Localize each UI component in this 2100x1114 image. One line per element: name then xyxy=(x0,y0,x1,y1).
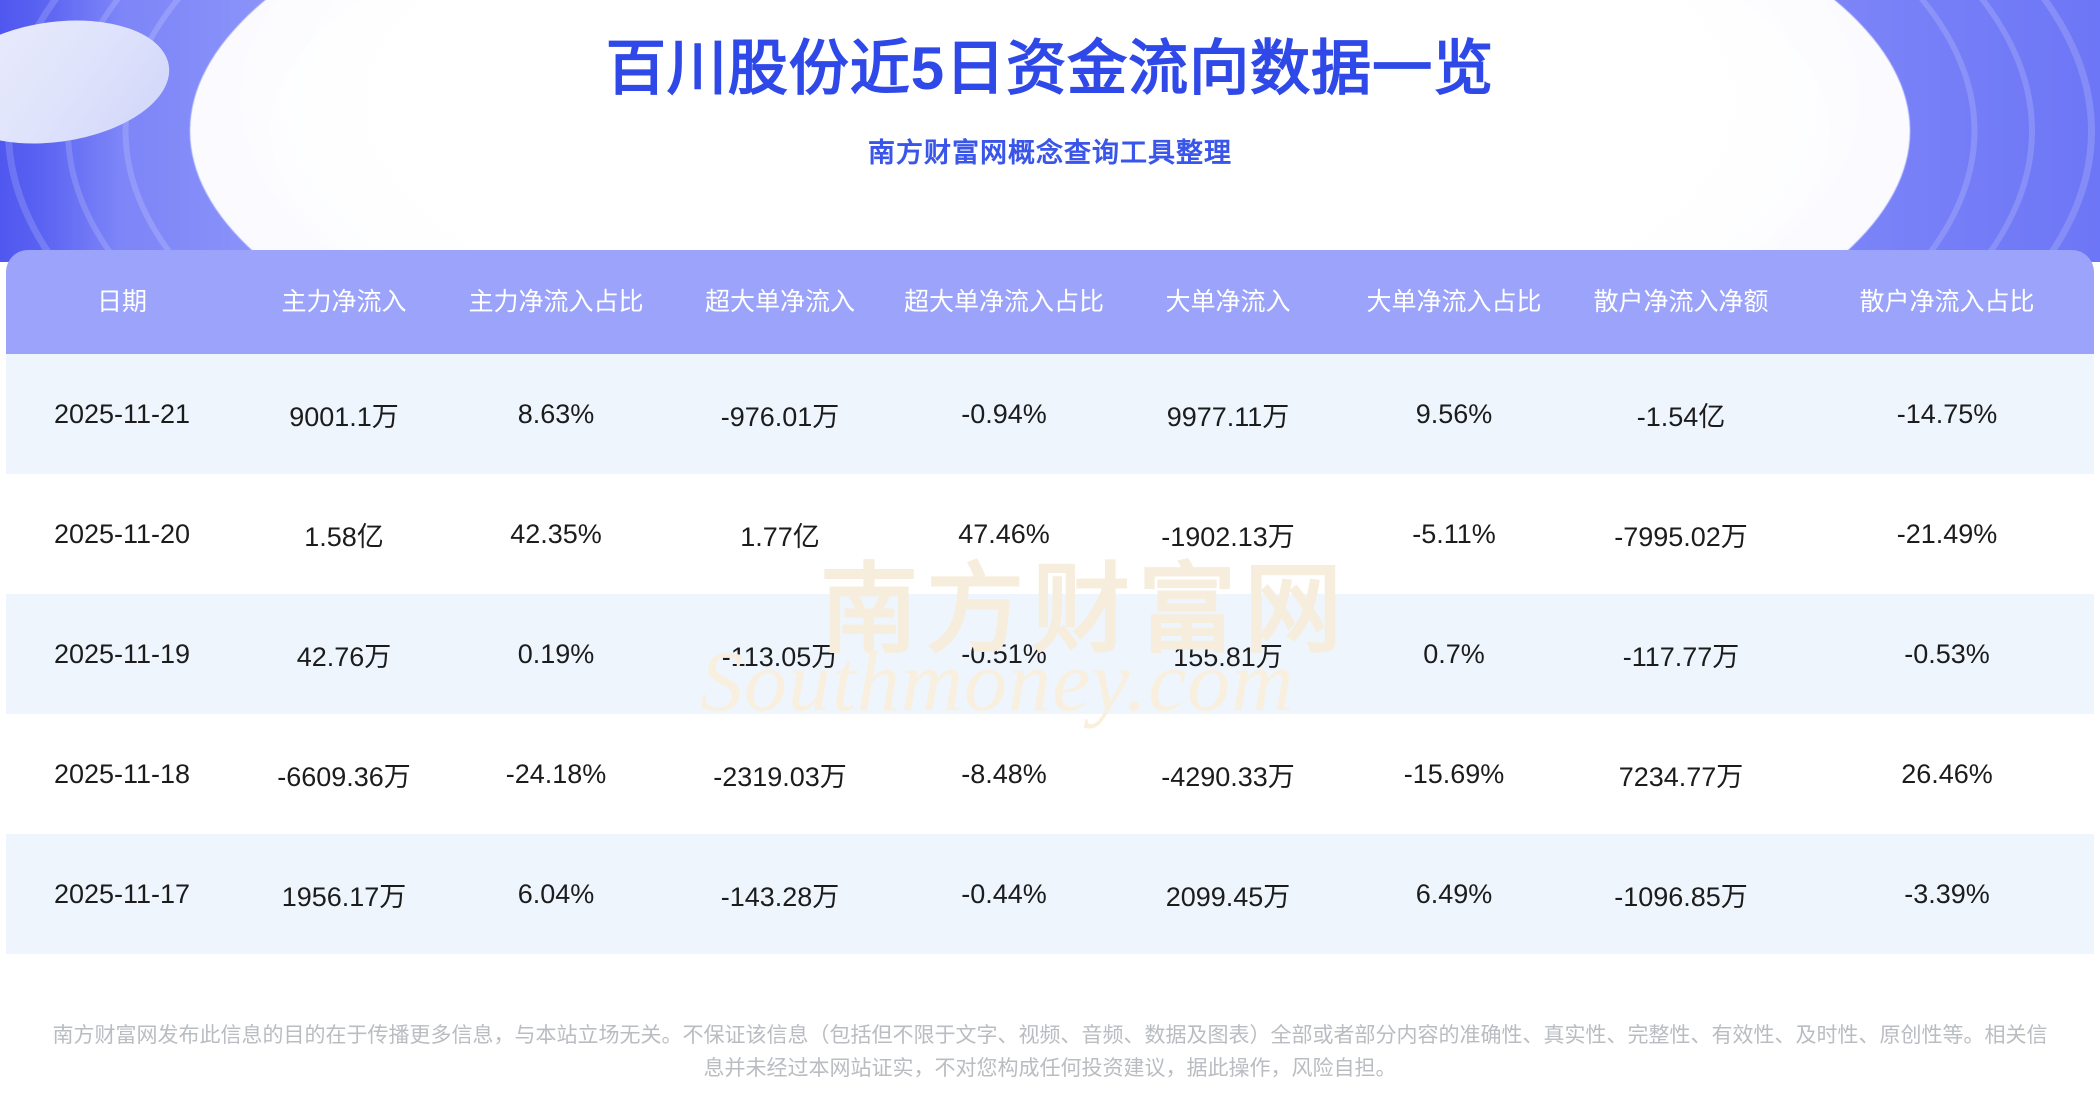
table-row: 2025-11-20 1.58亿 42.35% 1.77亿 47.46% -19… xyxy=(6,474,2094,594)
cell-main-pct: 8.63% xyxy=(450,354,662,474)
table-row: 2025-11-17 1956.17万 6.04% -143.28万 -0.44… xyxy=(6,834,2094,954)
cell-retail-pct: -0.53% xyxy=(1800,594,2094,714)
table-header-row: 日期 主力净流入 主力净流入占比 超大单净流入 超大单净流入占比 大单净流入 大… xyxy=(6,250,2094,354)
cell-main-pct: -24.18% xyxy=(450,714,662,834)
cell-large-pct: 6.49% xyxy=(1346,834,1562,954)
column-header-xlarge-pct[interactable]: 超大单净流入占比 xyxy=(898,250,1110,354)
cell-large-net: 2099.45万 xyxy=(1110,834,1346,954)
column-header-date[interactable]: 日期 xyxy=(6,250,238,354)
cell-xlarge-pct: -0.51% xyxy=(898,594,1110,714)
page-title: 百川股份近5日资金流向数据一览 xyxy=(605,35,1495,102)
cell-retail-pct: -21.49% xyxy=(1800,474,2094,594)
cell-main-pct: 0.19% xyxy=(450,594,662,714)
cell-xlarge-net: 1.77亿 xyxy=(662,474,898,594)
cell-date: 2025-11-19 xyxy=(6,594,238,714)
disclaimer: 南方财富网发布此信息的目的在于传播更多信息，与本站立场无关。不保证该信息（包括但… xyxy=(0,1020,2100,1085)
cell-main-net: 9001.1万 xyxy=(238,354,450,474)
cell-xlarge-pct: -0.44% xyxy=(898,834,1110,954)
column-header-main-pct[interactable]: 主力净流入占比 xyxy=(450,250,662,354)
hero-lens-inner xyxy=(270,0,1830,262)
cell-retail-net: -1096.85万 xyxy=(1562,834,1800,954)
cell-retail-net: 7234.77万 xyxy=(1562,714,1800,834)
cell-retail-pct: -3.39% xyxy=(1800,834,2094,954)
cell-date: 2025-11-18 xyxy=(6,714,238,834)
cell-main-pct: 42.35% xyxy=(450,474,662,594)
column-header-large-net[interactable]: 大单净流入 xyxy=(1110,250,1346,354)
cell-main-net: 1.58亿 xyxy=(238,474,450,594)
cell-xlarge-net: -143.28万 xyxy=(662,834,898,954)
fund-flow-table: 日期 主力净流入 主力净流入占比 超大单净流入 超大单净流入占比 大单净流入 大… xyxy=(6,250,2094,954)
cell-large-net: 9977.11万 xyxy=(1110,354,1346,474)
column-header-xlarge-net[interactable]: 超大单净流入 xyxy=(662,250,898,354)
hero-text-block: 百川股份近5日资金流向数据一览 南方财富网概念查询工具整理 xyxy=(0,0,2100,262)
cell-xlarge-net: -976.01万 xyxy=(662,354,898,474)
cell-main-pct: 6.04% xyxy=(450,834,662,954)
table-row: 2025-11-18 -6609.36万 -24.18% -2319.03万 -… xyxy=(6,714,2094,834)
cell-retail-pct: 26.46% xyxy=(1800,714,2094,834)
table-row: 2025-11-21 9001.1万 8.63% -976.01万 -0.94%… xyxy=(6,354,2094,474)
cell-xlarge-pct: -8.48% xyxy=(898,714,1110,834)
cell-retail-net: -7995.02万 xyxy=(1562,474,1800,594)
column-header-main-net[interactable]: 主力净流入 xyxy=(238,250,450,354)
disclaimer-line-2: 息并未经过本网站证实，不对您构成任何投资建议，据此操作，风险自担。 xyxy=(703,1056,1397,1080)
cell-large-net: -4290.33万 xyxy=(1110,714,1346,834)
cell-retail-pct: -14.75% xyxy=(1800,354,2094,474)
cell-xlarge-net: -2319.03万 xyxy=(662,714,898,834)
cell-large-pct: 9.56% xyxy=(1346,354,1562,474)
cell-main-net: -6609.36万 xyxy=(238,714,450,834)
cell-large-pct: -5.11% xyxy=(1346,474,1562,594)
cell-main-net: 42.76万 xyxy=(238,594,450,714)
cell-date: 2025-11-21 xyxy=(6,354,238,474)
cell-date: 2025-11-17 xyxy=(6,834,238,954)
data-table-container: 日期 主力净流入 主力净流入占比 超大单净流入 超大单净流入占比 大单净流入 大… xyxy=(0,250,2100,954)
cell-large-net: -1902.13万 xyxy=(1110,474,1346,594)
disclaimer-line-1: 南方财富网发布此信息的目的在于传播更多信息，与本站立场无关。不保证该信息（包括但… xyxy=(52,1024,2048,1047)
cell-large-net: 155.81万 xyxy=(1110,594,1346,714)
column-header-large-pct[interactable]: 大单净流入占比 xyxy=(1346,250,1562,354)
cell-date: 2025-11-20 xyxy=(6,474,238,594)
cell-large-pct: -15.69% xyxy=(1346,714,1562,834)
cell-xlarge-net: -113.05万 xyxy=(662,594,898,714)
cell-large-pct: 0.7% xyxy=(1346,594,1562,714)
page-subtitle: 南方财富网概念查询工具整理 xyxy=(868,138,1232,168)
cell-retail-net: -1.54亿 xyxy=(1562,354,1800,474)
cell-retail-net: -117.77万 xyxy=(1562,594,1800,714)
table-row: 2025-11-19 42.76万 0.19% -113.05万 -0.51% … xyxy=(6,594,2094,714)
cell-xlarge-pct: 47.46% xyxy=(898,474,1110,594)
hero-banner: 百川股份近5日资金流向数据一览 南方财富网概念查询工具整理 xyxy=(0,0,2100,262)
cell-main-net: 1956.17万 xyxy=(238,834,450,954)
cell-xlarge-pct: -0.94% xyxy=(898,354,1110,474)
column-header-retail-net[interactable]: 散户净流入净额 xyxy=(1562,250,1800,354)
column-header-retail-pct[interactable]: 散户净流入占比 xyxy=(1800,250,2094,354)
